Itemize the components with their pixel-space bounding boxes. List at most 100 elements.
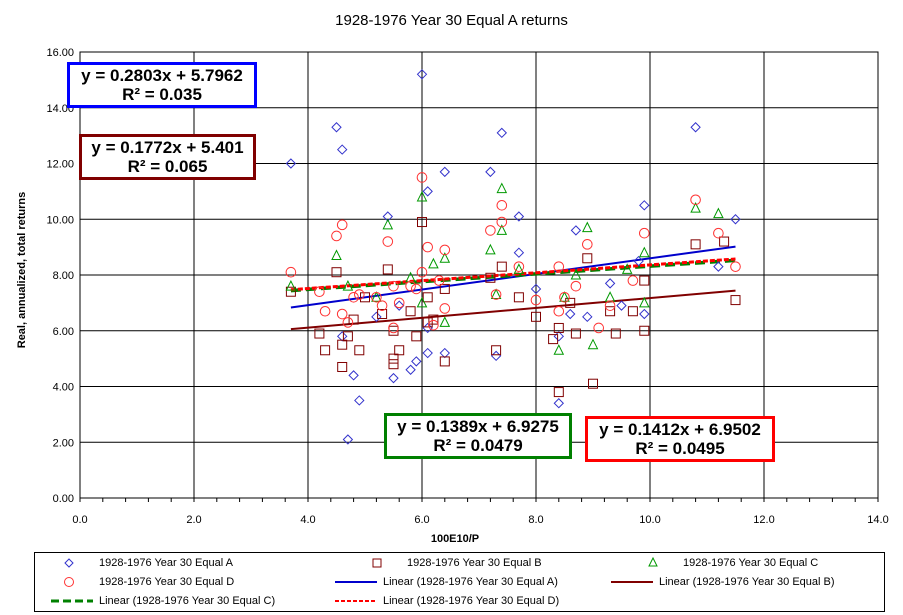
data-point-circle	[639, 227, 650, 239]
data-point-square	[354, 345, 365, 356]
trendline-r2-b: R² = 0.065	[127, 157, 208, 176]
trendline-label-c: y = 0.1389x + 6.9275 R² = 0.0479	[384, 413, 572, 459]
data-point-diamond	[639, 200, 650, 211]
legend-label: 1928-1976 Year 30 Equal D	[99, 576, 235, 588]
data-point-square	[342, 331, 353, 342]
trendline-equation-a: y = 0.2803x + 5.7962	[81, 66, 243, 85]
data-point-diamond	[336, 331, 348, 342]
data-point-triangle	[604, 291, 616, 302]
data-point-triangle	[416, 190, 428, 202]
data-point-square	[690, 239, 701, 250]
data-point-diamond	[336, 144, 348, 155]
data-point-circle	[553, 261, 565, 272]
data-point-square	[360, 292, 370, 303]
axes: 0.002.004.006.008.0010.0012.0014.0016.00…	[46, 47, 888, 526]
data-point-circle	[530, 294, 542, 306]
data-point-square	[496, 261, 507, 272]
y-tick-label: 2.00	[53, 437, 74, 449]
data-point-circle	[388, 322, 399, 334]
y-tick-label: 8.00	[53, 270, 74, 282]
data-point-square	[553, 322, 564, 333]
data-point-circle	[559, 292, 570, 303]
data-point-circle	[582, 239, 593, 250]
y-tick-label: 4.00	[53, 382, 74, 394]
y-axis-label: Real, annualized, total returns	[16, 191, 28, 349]
data-point-diamond	[730, 214, 741, 225]
data-point-square	[513, 292, 524, 303]
data-point-square	[417, 217, 427, 228]
data-point-triangle	[638, 296, 650, 308]
data-point-diamond	[422, 347, 433, 359]
y-tick-label: 16.00	[46, 47, 74, 59]
data-point-diamond	[582, 311, 593, 323]
data-point-triangle	[416, 296, 428, 308]
data-point-circle	[553, 305, 565, 317]
trendline-label-b: y = 0.1772x + 5.401 R² = 0.065	[79, 134, 256, 180]
data-point-circle	[496, 200, 508, 211]
data-point-diamond	[564, 308, 576, 320]
data-point-circle	[570, 280, 582, 292]
data-point-square	[422, 292, 433, 303]
x-tick-label: 0.0	[72, 514, 87, 526]
y-tick-label: 10.00	[46, 214, 74, 226]
data-point-triangle	[490, 288, 502, 300]
legend-marker-square-icon	[372, 558, 382, 568]
trendline	[290, 245, 736, 309]
data-point-square	[337, 361, 348, 372]
data-point-circle	[348, 292, 359, 303]
data-point-square	[285, 286, 296, 297]
data-point-triangle	[621, 263, 633, 274]
x-tick-label: 8.0	[528, 514, 543, 526]
data-point-triangle	[439, 252, 451, 263]
data-point-diamond	[382, 211, 394, 222]
data-point-diamond	[490, 350, 502, 362]
data-point-circle	[376, 300, 388, 311]
trendline-equation-c: y = 0.1389x + 6.9275	[397, 417, 559, 436]
data-point-triangle	[513, 263, 525, 274]
data-point-circle	[416, 172, 428, 183]
data-point-triangle	[559, 291, 570, 302]
data-point-diamond	[570, 225, 582, 236]
x-tick-label: 6.0	[414, 514, 429, 526]
data-points	[285, 69, 741, 445]
data-point-circle	[439, 303, 451, 314]
data-point-diamond	[496, 127, 508, 139]
data-point-circle	[490, 289, 502, 300]
legend-label: 1928-1976 Year 30 Equal A	[99, 557, 233, 569]
legend-line-solid-icon	[335, 581, 377, 583]
trendline-r2-a: R² = 0.035	[122, 85, 202, 104]
x-tick-label: 2.0	[186, 514, 201, 526]
data-point-triangle	[496, 182, 508, 194]
data-point-circle	[604, 300, 616, 311]
data-point-circle	[496, 216, 508, 228]
data-point-triangle	[690, 201, 701, 213]
legend-line-dotted-icon	[335, 600, 377, 602]
data-point-square	[570, 328, 581, 339]
data-point-square	[639, 325, 650, 336]
data-point-circle	[411, 283, 422, 295]
y-tick-label: 12.00	[46, 159, 74, 171]
legend-marker-triangle-icon	[648, 556, 658, 567]
trendline	[290, 289, 736, 331]
data-point-circle	[336, 219, 348, 231]
data-point-square	[405, 306, 416, 317]
data-point-diamond	[371, 311, 382, 323]
data-point-circle	[354, 289, 365, 300]
data-point-square	[439, 356, 450, 367]
data-point-triangle	[342, 280, 354, 291]
data-point-triangle	[496, 224, 508, 235]
x-tick-label: 10.0	[639, 514, 660, 526]
data-point-diamond	[342, 434, 354, 445]
y-tick-label: 6.00	[53, 326, 74, 338]
data-point-square	[531, 311, 541, 322]
data-point-square	[388, 353, 399, 364]
data-point-circle	[730, 261, 741, 272]
trendline-r2-d: R² = 0.0495	[635, 439, 725, 458]
trendline-equation-d: y = 0.1412x + 6.9502	[599, 420, 761, 439]
data-point-square	[491, 345, 502, 356]
data-point-circle	[382, 236, 394, 247]
data-point-circle	[405, 280, 416, 292]
legend-label: Linear (1928-1976 Year 30 Equal A)	[383, 576, 558, 588]
data-point-square	[439, 283, 450, 294]
